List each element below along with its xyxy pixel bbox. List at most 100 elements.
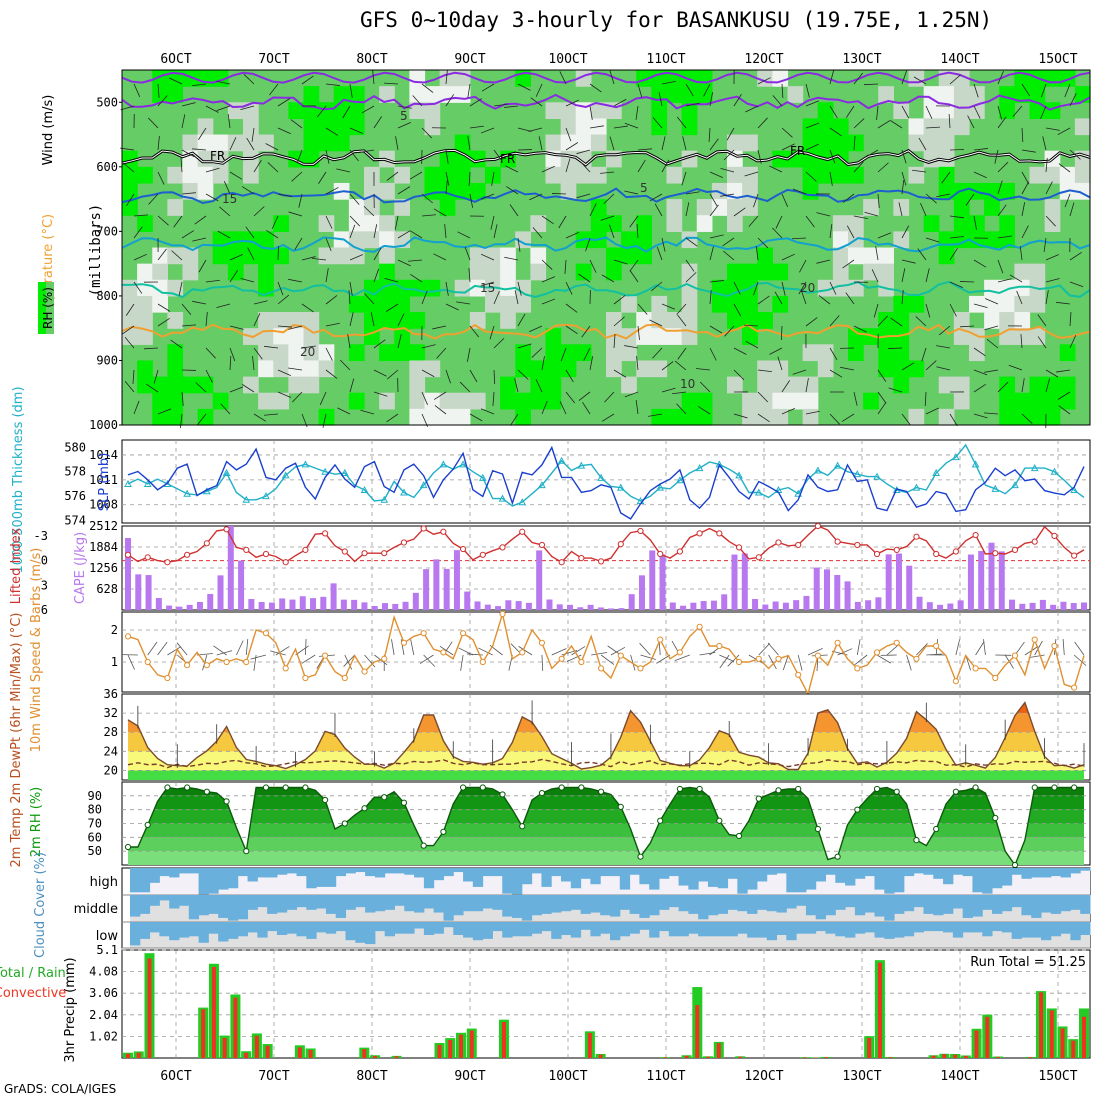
wind-barb — [216, 303, 231, 308]
legend-rh: RH (%) — [41, 287, 55, 329]
cloud-cell — [365, 922, 376, 945]
rh-cell — [772, 376, 789, 394]
rh2m-line-point — [597, 788, 605, 795]
cloud-cell — [649, 922, 660, 938]
wind-barb — [179, 413, 183, 428]
wind-barb — [845, 292, 855, 305]
wind-barb — [578, 273, 591, 283]
cloud-cell — [943, 922, 954, 933]
wind-barb — [829, 127, 842, 137]
rh-cell — [167, 86, 184, 103]
cloud-cell — [335, 868, 347, 877]
wind-barb — [433, 391, 447, 400]
wind-barb — [685, 191, 700, 195]
rh-cell — [1059, 392, 1076, 410]
lifted-index-line-point — [657, 550, 664, 558]
cape-bar — [690, 602, 697, 610]
precip-convective-bar — [201, 1009, 206, 1058]
surface-wind-barb — [410, 639, 415, 656]
cloud-cell — [482, 868, 493, 877]
rh-cell — [772, 70, 789, 87]
cloud-cell — [1060, 868, 1071, 878]
rh-cell — [908, 295, 925, 313]
cloud-cell — [992, 895, 1003, 914]
rh2m-line-point — [184, 784, 191, 791]
surface-wind-barb — [1073, 654, 1087, 666]
surface-wind-barb — [478, 647, 493, 656]
rh-cell — [137, 376, 153, 394]
wind-barb — [397, 334, 402, 349]
cape-bar — [731, 554, 738, 610]
cloud-cell — [698, 922, 709, 937]
temperature-tick: 20 — [104, 763, 118, 777]
rh-cell — [848, 344, 864, 362]
wind-barb — [370, 312, 375, 327]
wind-barb — [421, 83, 434, 93]
wind-speed-line-point — [795, 671, 802, 678]
wind-barb — [682, 136, 687, 151]
cape-bar — [957, 600, 964, 610]
cloud-cell — [463, 922, 474, 938]
rh-cell — [364, 199, 380, 216]
lifted-index-line-point — [795, 541, 802, 549]
rh-cell — [878, 86, 894, 103]
rh-cell — [681, 118, 698, 136]
cloud-cell — [208, 868, 219, 894]
wind-barb — [347, 334, 351, 349]
precip-convective-bar — [706, 1056, 711, 1058]
cloud-cell — [443, 922, 454, 928]
cape-bar — [371, 606, 378, 610]
rh2m-line-point — [1031, 784, 1038, 791]
wind-barb — [757, 237, 769, 249]
rh-cell — [273, 360, 289, 378]
cape-bar — [834, 575, 841, 610]
wind-barb — [253, 413, 267, 422]
cloud-cell — [149, 922, 160, 933]
rh-cell — [137, 328, 153, 345]
surface-wind-barb — [983, 639, 986, 656]
precip-convective-bar — [211, 966, 216, 1058]
wind-barb — [277, 281, 284, 296]
wind-speed-line-point — [420, 630, 427, 637]
wind-barb — [1009, 274, 1023, 283]
cloud-cell — [864, 868, 875, 877]
rh-cell — [696, 215, 713, 232]
rh-cell — [938, 118, 955, 136]
cloud-cell — [306, 922, 317, 939]
wind-barb — [565, 325, 578, 335]
wind-barb — [565, 391, 576, 404]
cloud-cell — [1011, 895, 1022, 908]
cape-bar — [207, 593, 214, 610]
rh2m-line-point — [657, 817, 664, 824]
cloud-cell — [639, 895, 650, 918]
rh-cell — [379, 344, 395, 362]
wind-barb — [421, 127, 433, 139]
wind-barb — [648, 413, 663, 417]
wind-barb — [157, 95, 168, 107]
cape-bar — [844, 581, 851, 610]
rh-cell — [575, 166, 592, 184]
rh-cell — [817, 360, 834, 378]
rh-cell — [984, 295, 1000, 313]
surface-wind-barb — [301, 654, 316, 664]
wind-barb — [421, 344, 436, 349]
wind-barb — [624, 190, 639, 195]
cape-bar — [289, 599, 296, 610]
wind-barb — [493, 290, 500, 305]
cloud-cell — [629, 922, 640, 934]
wind-barb — [360, 149, 375, 153]
rh-cell — [394, 312, 410, 329]
wind-speed-line-point — [1011, 652, 1019, 659]
wind-speed-line-point — [972, 665, 979, 672]
rh-cell — [606, 360, 622, 378]
wind-barb — [580, 161, 591, 173]
wind-barb — [816, 259, 831, 264]
pressure-tick: 700 — [96, 224, 118, 238]
precip-tick: 4.08 — [89, 965, 118, 979]
rh2m-line-point — [775, 787, 782, 794]
rh-cell — [893, 312, 910, 329]
cloud-cell — [894, 895, 905, 914]
temperature-contour — [121, 71, 1091, 84]
wind-barb — [698, 406, 711, 415]
